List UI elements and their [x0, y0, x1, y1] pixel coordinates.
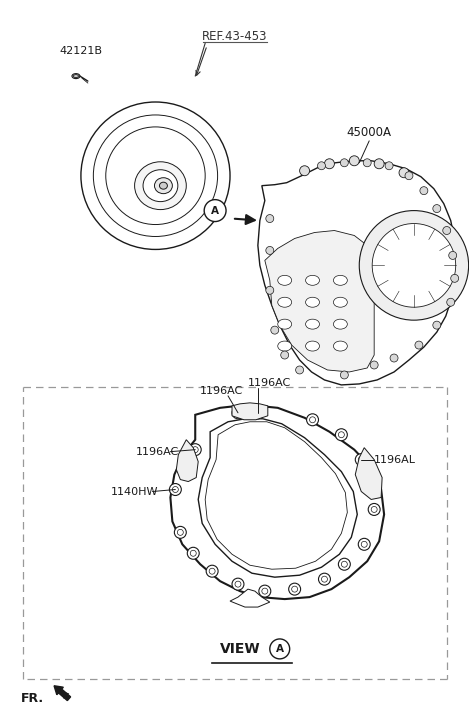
Circle shape [415, 341, 423, 349]
Ellipse shape [306, 319, 320, 329]
Circle shape [340, 158, 348, 166]
Polygon shape [171, 406, 384, 599]
Circle shape [359, 211, 469, 320]
Polygon shape [258, 161, 457, 385]
Ellipse shape [143, 169, 178, 201]
Circle shape [374, 158, 384, 169]
Circle shape [358, 538, 370, 550]
Ellipse shape [155, 177, 172, 193]
Text: 1196AL: 1196AL [374, 454, 416, 465]
Ellipse shape [278, 276, 292, 285]
Circle shape [296, 366, 304, 374]
Ellipse shape [73, 75, 78, 78]
Circle shape [447, 298, 454, 306]
Ellipse shape [306, 276, 320, 285]
Text: 42121B: 42121B [59, 47, 102, 56]
Circle shape [266, 286, 274, 294]
Circle shape [270, 639, 290, 659]
Circle shape [433, 321, 441, 329]
Circle shape [266, 246, 274, 254]
Circle shape [449, 252, 457, 260]
Circle shape [187, 547, 199, 559]
Text: 1140HW: 1140HW [111, 486, 158, 497]
Circle shape [372, 223, 456, 308]
Circle shape [363, 158, 371, 166]
Text: A: A [211, 206, 219, 216]
Circle shape [405, 172, 413, 180]
Polygon shape [198, 419, 357, 577]
Circle shape [368, 504, 380, 515]
Ellipse shape [134, 162, 186, 209]
Circle shape [368, 472, 380, 483]
FancyArrow shape [54, 686, 70, 701]
Polygon shape [230, 589, 270, 607]
Circle shape [338, 558, 350, 570]
Polygon shape [265, 230, 374, 372]
Circle shape [340, 371, 348, 379]
Ellipse shape [333, 319, 347, 329]
Ellipse shape [94, 115, 218, 236]
Circle shape [385, 162, 393, 169]
Ellipse shape [159, 182, 167, 189]
Text: REF.43-453: REF.43-453 [202, 30, 268, 43]
Polygon shape [232, 403, 268, 419]
Circle shape [433, 204, 441, 212]
Circle shape [451, 274, 459, 282]
Circle shape [204, 200, 226, 222]
Circle shape [252, 407, 264, 419]
Ellipse shape [278, 319, 292, 329]
Circle shape [232, 578, 244, 590]
Circle shape [189, 443, 201, 456]
Ellipse shape [333, 276, 347, 285]
Circle shape [420, 187, 428, 195]
Polygon shape [176, 440, 198, 481]
Circle shape [318, 162, 325, 169]
Ellipse shape [278, 297, 292, 308]
Ellipse shape [333, 297, 347, 308]
Text: 1196AC: 1196AC [200, 386, 243, 396]
Polygon shape [355, 448, 382, 499]
Circle shape [349, 156, 359, 166]
Polygon shape [205, 422, 347, 569]
Ellipse shape [306, 297, 320, 308]
Circle shape [232, 407, 244, 419]
Circle shape [324, 158, 335, 169]
Ellipse shape [106, 127, 205, 225]
Circle shape [306, 414, 319, 426]
Circle shape [266, 214, 274, 222]
Ellipse shape [81, 102, 230, 249]
Circle shape [390, 354, 398, 362]
Ellipse shape [72, 73, 80, 79]
Circle shape [271, 326, 279, 334]
Circle shape [399, 168, 409, 177]
Text: VIEW: VIEW [219, 642, 260, 656]
Circle shape [289, 583, 301, 595]
Ellipse shape [306, 341, 320, 351]
Circle shape [355, 454, 367, 465]
Circle shape [336, 429, 347, 441]
Circle shape [370, 361, 378, 369]
Text: A: A [276, 644, 284, 654]
Circle shape [169, 483, 181, 496]
Ellipse shape [333, 341, 347, 351]
Circle shape [206, 565, 218, 577]
Text: FR.: FR. [21, 692, 44, 705]
Circle shape [174, 526, 186, 538]
Circle shape [299, 166, 310, 176]
Circle shape [281, 351, 289, 359]
Text: 1196AC: 1196AC [248, 378, 291, 388]
Circle shape [443, 227, 451, 235]
Circle shape [259, 585, 271, 597]
Circle shape [319, 573, 330, 585]
Text: 1196AC: 1196AC [135, 446, 179, 457]
Text: 45000A: 45000A [347, 126, 392, 140]
Ellipse shape [278, 341, 292, 351]
